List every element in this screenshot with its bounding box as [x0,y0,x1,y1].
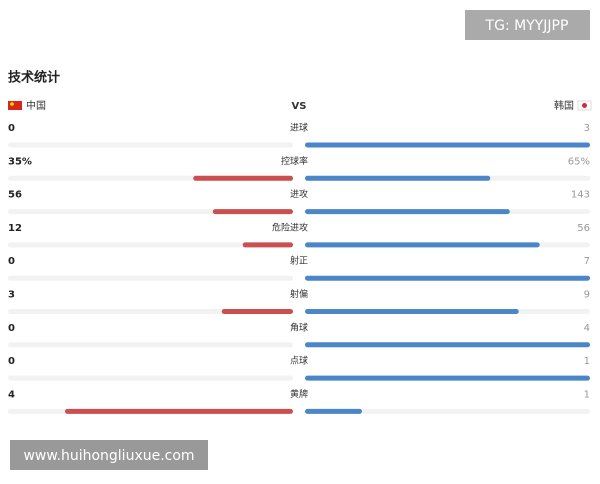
home-bar [65,408,293,414]
home-bar [193,175,293,181]
home-value: 0 [8,123,15,134]
track [8,342,293,348]
home-value: 35% [8,156,32,167]
home-value: 0 [8,356,15,367]
home-bar [221,309,293,314]
home-bar [212,209,293,215]
home-value: 3 [8,290,15,301]
away-value: 4 [584,323,590,334]
track [305,408,590,414]
stat-label: 角球 [290,321,308,333]
away-value: 143 [571,190,590,201]
footer: www.huihongliuxue.com [23,448,194,464]
away-bar [305,142,590,148]
track [8,142,293,148]
stat-label: 射偏 [290,288,308,300]
away-bar [305,408,362,414]
stat-label: 点球 [290,355,308,367]
away-value: 65% [568,156,590,167]
flag-star [10,102,14,106]
away-bar [305,375,590,381]
stat-label: 黄牌 [290,388,308,400]
watermark: TG: MYYJJPP [485,18,569,34]
home-bar [242,242,293,248]
home-team: 中国 [26,99,46,112]
away-bar [305,175,491,181]
home-value: 56 [8,190,22,201]
away-team: 韩国 [554,99,574,112]
title: 技术统计 [8,70,60,86]
home-value: 12 [8,223,22,234]
home-value: 4 [8,389,15,400]
away-value: 56 [577,223,590,234]
stat-label: 进球 [290,122,308,134]
stat-label: 控球率 [281,155,308,167]
stat-label: 射正 [290,255,308,267]
stat-label: 危险进攻 [272,221,308,233]
watermark-box [465,10,590,40]
footer-box [10,440,208,470]
track [8,242,293,248]
home-value: 0 [8,256,15,267]
away-value: 1 [584,389,590,400]
china-flag [8,101,22,110]
track [8,275,293,281]
away-value: 9 [584,290,590,301]
track [8,309,293,314]
away-bar [305,309,519,314]
flag-circle [582,103,587,108]
away-value: 7 [584,256,590,267]
away-bar [305,342,590,348]
vs: VS [292,101,307,112]
away-bar [305,209,510,215]
home-value: 0 [8,323,15,334]
away-bar [305,242,540,248]
track [8,375,293,381]
away-bar [305,275,590,281]
stat-label: 进攻 [290,188,308,200]
away-value: 1 [584,356,590,367]
away-value: 3 [584,123,590,134]
